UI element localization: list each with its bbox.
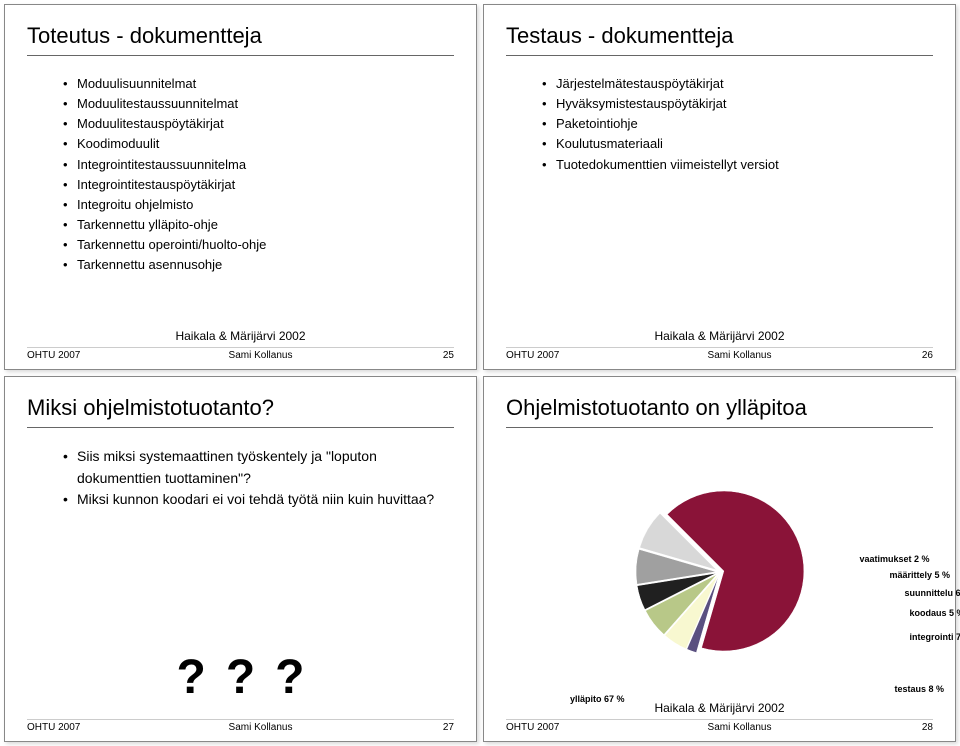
bullet-list: ModuulisuunnitelmatModuulitestaussuunnit… <box>27 74 454 325</box>
question-mark: ? <box>177 650 206 705</box>
footer-page: 25 <box>414 350 454 361</box>
footer-left: OHTU 2007 <box>506 722 586 733</box>
footer-author: Sami Kollanus <box>107 722 414 733</box>
list-item: Tarkennettu operointi/huolto-ohje <box>63 235 454 255</box>
list-item: Paketointiohje <box>542 114 933 134</box>
slide-footer: OHTU 2007 Sami Kollanus 26 <box>506 347 933 361</box>
footer-author: Sami Kollanus <box>586 350 893 361</box>
slide-title: Testaus - dokumentteja <box>506 23 933 56</box>
list-item: Tarkennettu asennusohje <box>63 255 454 275</box>
footer-left: OHTU 2007 <box>27 722 107 733</box>
list-item: Integroitu ohjelmisto <box>63 195 454 215</box>
list-item: Moduulitestauspöytäkirjat <box>63 114 454 134</box>
footer-left: OHTU 2007 <box>506 350 586 361</box>
footer-page: 26 <box>893 350 933 361</box>
reference: Haikala & Märijärvi 2002 <box>27 329 454 343</box>
slide-title: Miksi ohjelmistotuotanto? <box>27 395 454 428</box>
list-item: Tarkennettu ylläpito-ohje <box>63 215 454 235</box>
list-item: Moduulisuunnitelmat <box>63 74 454 94</box>
pie-label: integrointi 7 % <box>910 632 960 642</box>
list-item: Miksi kunnon koodari ei voi tehdä työtä … <box>63 489 454 511</box>
slide-toteutus: Toteutus - dokumentteja Moduulisuunnitel… <box>4 4 477 370</box>
footer-page: 27 <box>414 722 454 733</box>
bullet-list: JärjestelmätestauspöytäkirjatHyväksymist… <box>506 74 933 329</box>
pie-label: koodaus 5 % <box>910 608 960 618</box>
footer-author: Sami Kollanus <box>586 722 893 733</box>
pie-label: ylläpito 67 % <box>570 694 625 704</box>
pie-chart: ylläpito 67 %vaatimukset 2 %määrittely 5… <box>506 446 933 697</box>
bullet-list: Siis miksi systemaattinen työskentely ja… <box>27 446 454 511</box>
pie-label: määrittely 5 % <box>890 570 951 580</box>
list-item: Koulutusmateriaali <box>542 134 933 154</box>
footer-page: 28 <box>893 722 933 733</box>
slide-yllapito: Ohjelmistotuotanto on ylläpitoa ylläpito… <box>483 376 956 742</box>
pie-label: testaus 8 % <box>895 684 945 694</box>
slide-title: Ohjelmistotuotanto on ylläpitoa <box>506 395 933 428</box>
list-item: Järjestelmätestauspöytäkirjat <box>542 74 933 94</box>
pie-label: suunnittelu 6 % <box>905 588 960 598</box>
list-item: Hyväksymistestauspöytäkirjat <box>542 94 933 114</box>
pie-label: vaatimukset 2 % <box>860 554 930 564</box>
slide-title: Toteutus - dokumentteja <box>27 23 454 56</box>
list-item: Moduulitestaussuunnitelmat <box>63 94 454 114</box>
list-item: Tuotedokumenttien viimeistellyt versiot <box>542 155 933 175</box>
list-item: Koodimoduulit <box>63 134 454 154</box>
slide-miksi: Miksi ohjelmistotuotanto? Siis miksi sys… <box>4 376 477 742</box>
slide-footer: OHTU 2007 Sami Kollanus 25 <box>27 347 454 361</box>
footer-left: OHTU 2007 <box>27 350 107 361</box>
slide-footer: OHTU 2007 Sami Kollanus 27 <box>27 719 454 733</box>
question-mark: ? <box>226 650 255 705</box>
slide-testaus: Testaus - dokumentteja Järjestelmätestau… <box>483 4 956 370</box>
list-item: Integrointitestaussuunnitelma <box>63 155 454 175</box>
reference: Haikala & Märijärvi 2002 <box>506 329 933 343</box>
slide-footer: OHTU 2007 Sami Kollanus 28 <box>506 719 933 733</box>
list-item: Siis miksi systemaattinen työskentely ja… <box>63 446 454 489</box>
question-mark: ? <box>275 650 304 705</box>
list-item: Integrointitestauspöytäkirjat <box>63 175 454 195</box>
question-marks: ??? <box>27 650 454 705</box>
footer-author: Sami Kollanus <box>107 350 414 361</box>
